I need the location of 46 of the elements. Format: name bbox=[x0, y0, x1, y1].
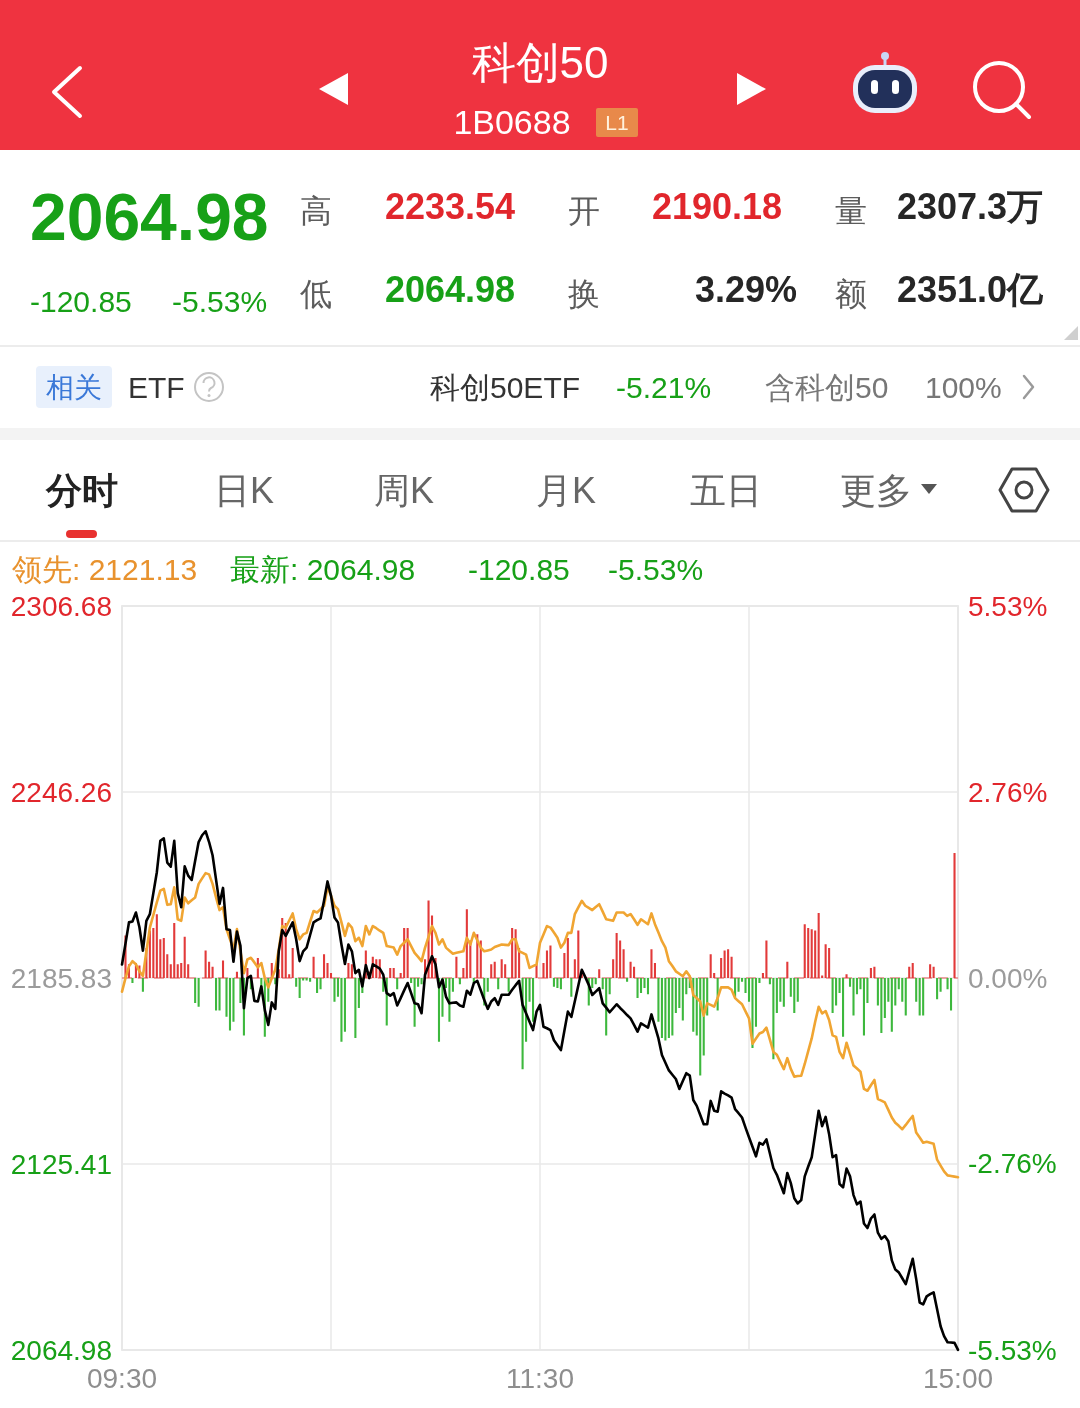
text: 量 bbox=[835, 193, 867, 229]
text: 低 bbox=[300, 276, 332, 312]
text: ETF bbox=[128, 371, 185, 404]
y2-tick-label: 0.00% bbox=[968, 962, 1048, 994]
text: L1 bbox=[605, 111, 629, 134]
text: 3.29% bbox=[694, 269, 797, 310]
chart-title: 科创50 bbox=[471, 38, 609, 87]
x-tick-label: 15:00 bbox=[922, 1363, 994, 1394]
text: 2190.18 bbox=[652, 186, 783, 227]
text: 最新: 2064.98 bbox=[230, 553, 416, 586]
text: 分时 bbox=[45, 470, 118, 511]
text: 相关 bbox=[46, 372, 102, 403]
text: 2307.3万 bbox=[897, 186, 1044, 227]
text: 月K bbox=[535, 470, 597, 511]
y2-tick-label: 2.76% bbox=[968, 777, 1048, 809]
text: -5.21% bbox=[616, 371, 712, 404]
y-tick-label: 2064.98 bbox=[10, 1334, 112, 1366]
x-tick-label: 11:30 bbox=[506, 1363, 574, 1394]
text: 2351.0亿 bbox=[897, 269, 1045, 310]
text: -120.85 bbox=[468, 553, 570, 586]
y2-tick-label: -2.76% bbox=[968, 1148, 1057, 1180]
y2-tick-label: -5.53% bbox=[968, 1334, 1057, 1366]
y-tick-label: 2306.68 bbox=[10, 590, 112, 622]
y2-tick-label: 5.53% bbox=[968, 590, 1048, 622]
y-tick-label: 2246.26 bbox=[10, 776, 112, 808]
text: 换 bbox=[568, 276, 600, 312]
x-tick-label: 09:30 bbox=[86, 1363, 158, 1394]
text: 更多 bbox=[840, 470, 912, 511]
text: 科创50ETF bbox=[430, 371, 581, 404]
text: 2064.98 bbox=[385, 269, 516, 310]
text: -5.53% bbox=[172, 285, 268, 318]
text: 开 bbox=[568, 193, 600, 229]
text: 2233.54 bbox=[385, 186, 516, 227]
text: 日K bbox=[213, 470, 275, 511]
text: 高 bbox=[300, 193, 332, 229]
y-tick-label: 2125.41 bbox=[10, 1148, 112, 1180]
text: 额 bbox=[835, 276, 867, 312]
y-tick-label: 2185.83 bbox=[10, 962, 112, 994]
chart-subtitle: 1B0688 bbox=[453, 103, 571, 141]
text: -120.85 bbox=[30, 285, 132, 318]
text: 100% bbox=[925, 371, 1002, 404]
text: 五日 bbox=[690, 470, 762, 511]
text: -5.53% bbox=[608, 553, 704, 586]
text: 含科创50 bbox=[765, 371, 889, 404]
text: 领先: 2121.13 bbox=[12, 553, 198, 586]
text: 周K bbox=[373, 470, 435, 511]
